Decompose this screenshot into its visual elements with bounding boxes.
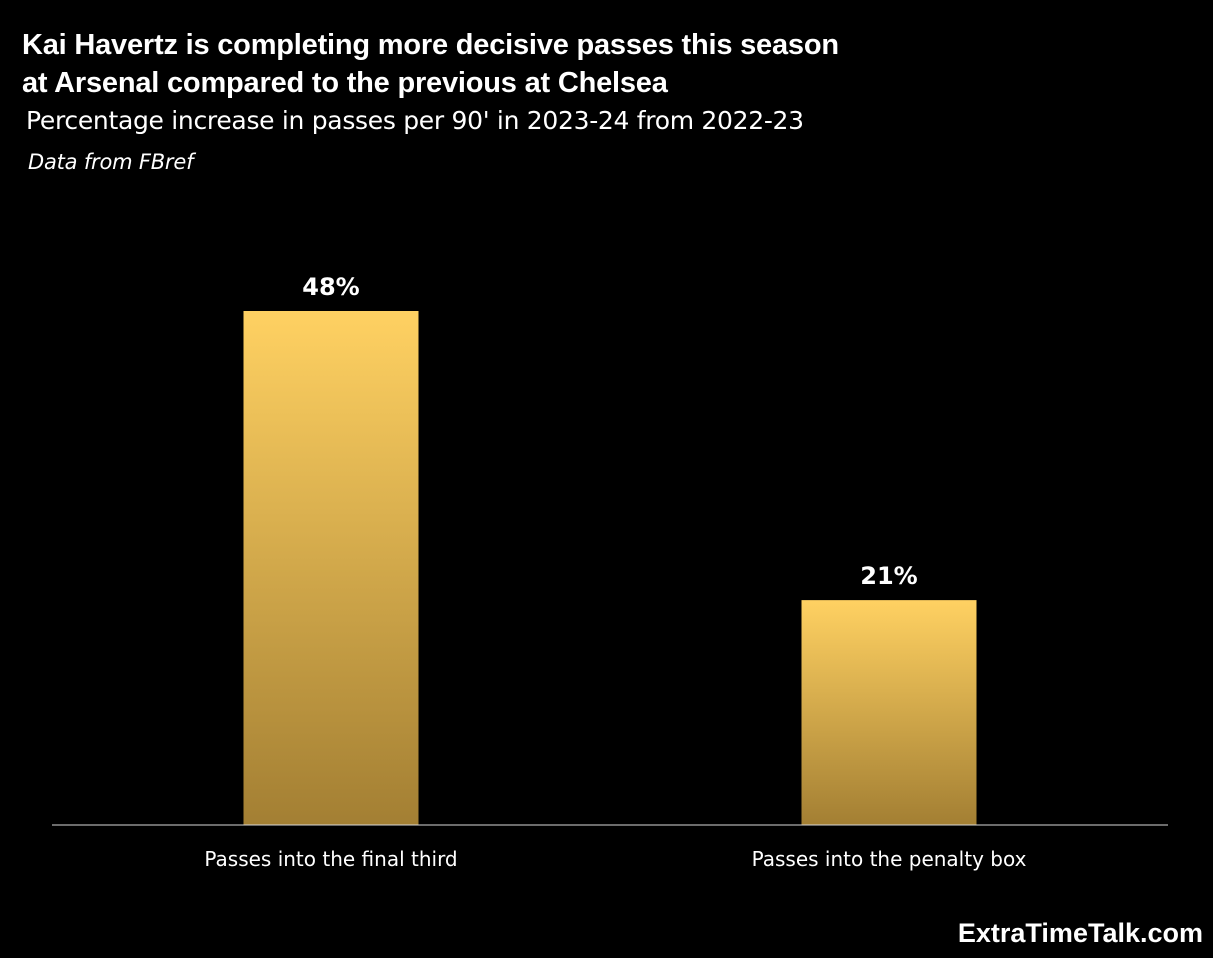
category-label-1: Passes into the final third (204, 847, 457, 871)
data-label-2: 21% (860, 562, 917, 590)
bar-2 (801, 600, 977, 825)
bar-1 (243, 311, 419, 825)
data-source-note: Data from FBref (28, 150, 194, 174)
chart-subtitle: Percentage increase in passes per 90' in… (26, 106, 804, 135)
chart-title-line-1: Kai Havertz is completing more decisive … (22, 29, 839, 61)
brand-watermark: ExtraTimeTalk.com (957, 918, 1203, 948)
data-label-1: 48% (302, 273, 359, 301)
category-label-2: Passes into the penalty box (752, 847, 1027, 871)
chart-title-line-2: at Arsenal compared to the previous at C… (22, 67, 668, 99)
chart-title: Kai Havertz is completing more decisive … (22, 26, 1122, 102)
